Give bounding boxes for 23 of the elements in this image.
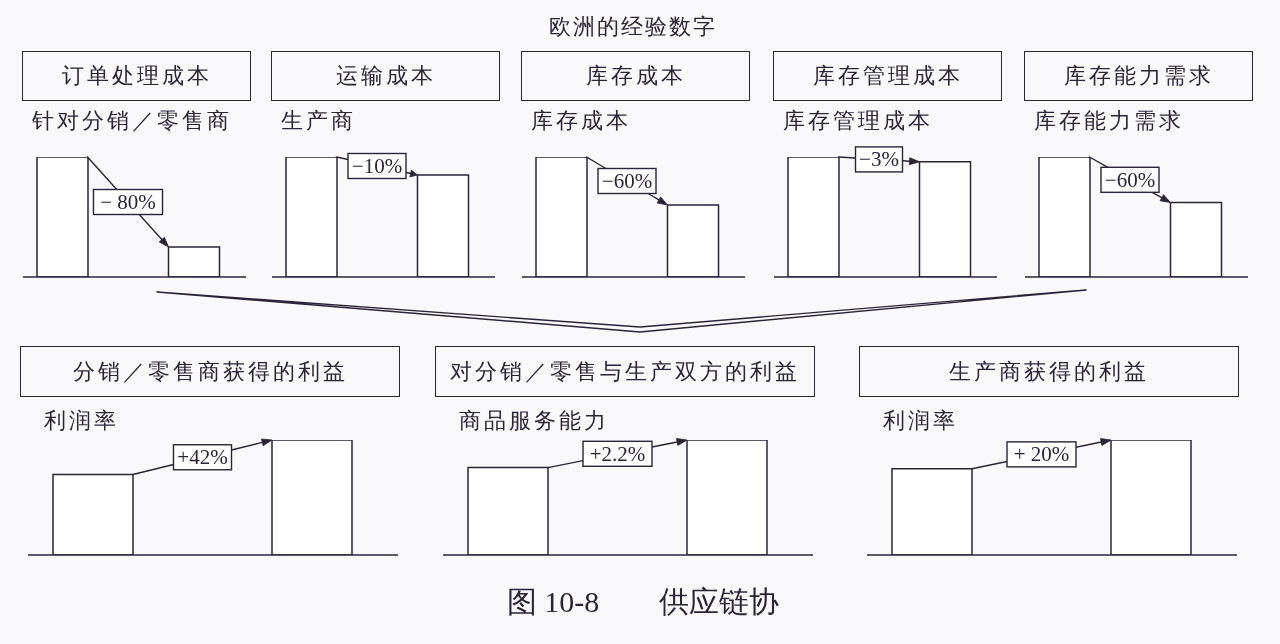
text: 欧洲的经验数字 <box>548 13 718 41</box>
annotation: −3% <box>859 147 899 172</box>
chart-title: 对分销／零售与生产双方的利益 <box>450 357 800 386</box>
chart-title: 订单处理成本 <box>61 62 212 90</box>
chart-title: 分销／零售商获得的利益 <box>72 357 348 386</box>
chart-subtitle: 商品服务能力 <box>459 408 609 434</box>
chart-title: 生产商获得的利益 <box>949 357 1149 386</box>
chart-title: 库存管理成本 <box>812 62 963 90</box>
chart-subtitle: 库存能力需求 <box>1034 108 1184 134</box>
chart-subtitle: 针对分销／零售商 <box>32 108 232 134</box>
chart-subtitle: 库存成本 <box>531 108 631 134</box>
chart-title: 库存成本 <box>585 62 686 90</box>
caption: 图 10-8 供应链协 <box>505 584 781 620</box>
chart-title: 运输成本 <box>335 62 436 90</box>
chart-subtitle: 利润率 <box>44 408 119 434</box>
annotation: +2.2% <box>589 441 646 466</box>
chart-title: 库存能力需求 <box>1063 62 1214 90</box>
annotation: +42% <box>177 445 228 470</box>
annotation: − 80% <box>100 190 156 214</box>
annotation: + 20% <box>1013 442 1070 467</box>
chart-subtitle: 库存管理成本 <box>783 108 933 134</box>
chart-subtitle: 利润率 <box>883 408 958 434</box>
chart-subtitle: 生产商 <box>281 108 356 134</box>
